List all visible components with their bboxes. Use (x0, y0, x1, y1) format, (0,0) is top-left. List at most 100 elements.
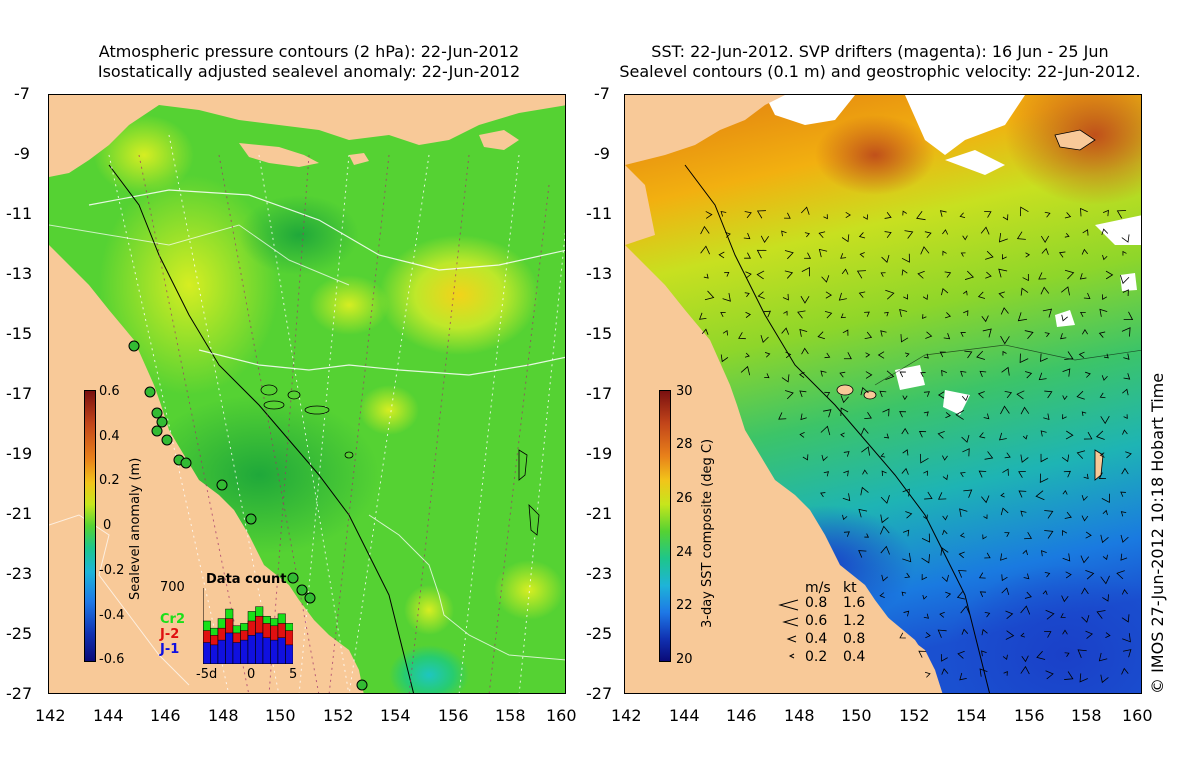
lon-tick: 146 (726, 706, 757, 725)
velocity-legend-kt: 0.4 (843, 649, 866, 665)
lat-tick: -9 (14, 144, 30, 163)
lat-tick: -13 (6, 264, 33, 283)
velocity-arrow (744, 352, 750, 358)
lon-tick: 142 (611, 706, 642, 725)
velocity-arrow (1099, 452, 1105, 458)
velocity-arrow (1095, 430, 1105, 440)
velocity-arrow (902, 552, 912, 563)
velocity-arrow (1045, 609, 1055, 620)
velocity-arrow (922, 314, 927, 319)
velocity-arrow (880, 452, 886, 458)
sealevel-anomaly-map-graphic (49, 95, 565, 693)
velocity-arrow (1024, 330, 1034, 339)
velocity-arrow (1076, 390, 1085, 400)
velocity-arrow (958, 551, 965, 559)
velocity-arrow (981, 315, 989, 323)
velocity-arrow (901, 467, 909, 475)
velocity-arrow (840, 313, 846, 319)
velocity-arrow (1003, 671, 1008, 676)
velocity-arrow (942, 455, 948, 461)
velocity-arrow (1044, 211, 1051, 218)
lon-tick: 154 (380, 706, 411, 725)
sst-tick: 30 (676, 384, 693, 399)
velocity-arrow (841, 234, 850, 243)
velocity-arrow (781, 230, 787, 237)
lon-tick: 158 (495, 706, 526, 725)
lon-tick: 142 (35, 706, 66, 725)
velocity-arrow (1121, 667, 1129, 675)
data-count-bar-j1 (203, 642, 211, 664)
velocity-arrow (1079, 673, 1088, 683)
velocity-arrow (885, 289, 895, 300)
velocity-arrow (1098, 472, 1107, 479)
velocity-arrow (982, 534, 987, 540)
velocity-arrow (940, 654, 948, 662)
velocity-arrow (1005, 630, 1015, 640)
velocity-arrow (921, 574, 928, 581)
velocity-arrow (843, 470, 849, 477)
velocity-arrow (700, 225, 710, 235)
velocity-arrow (903, 610, 910, 617)
velocity-arrow (842, 493, 851, 502)
velocity-arrow (705, 211, 713, 219)
velocity-arrow (865, 371, 873, 379)
velocity-legend-ms: 0.8 (805, 595, 828, 611)
velocity-arrow (1038, 272, 1047, 280)
velocity-arrow (1036, 650, 1046, 660)
sealevel-tick: 0.6 (99, 384, 120, 399)
velocity-arrow (925, 331, 933, 339)
velocity-arrow (1081, 411, 1087, 417)
velocity-arrow (1019, 353, 1029, 364)
velocity-arrow (1102, 209, 1109, 217)
velocity-arrow (1016, 231, 1026, 240)
velocity-arrow (1065, 571, 1072, 579)
velocity-arrow (1044, 390, 1053, 399)
data-count-bar-j1 (225, 632, 234, 664)
velocity-arrow (1000, 507, 1009, 516)
velocity-arrow (1042, 590, 1048, 595)
velocity-arrow (1020, 510, 1027, 517)
velocity-arrow (1081, 614, 1090, 623)
velocity-arrow (821, 454, 828, 462)
velocity-arrow (704, 290, 715, 301)
velocity-arrow (879, 592, 885, 598)
velocity-arrow (904, 352, 910, 358)
velocity-arrow (1099, 392, 1106, 399)
velocity-arrow (861, 427, 869, 435)
velocity-arrow (1004, 391, 1013, 399)
velocity-arrow (1020, 665, 1030, 675)
velocity-arrow (818, 248, 828, 258)
velocity-arrow (1085, 531, 1092, 539)
data-count-bar-j1 (247, 635, 256, 664)
velocity-arrow (860, 486, 869, 496)
velocity-arrow (781, 327, 790, 335)
velocity-arrow (960, 332, 966, 337)
data-count-bar-j1 (262, 637, 271, 664)
velocity-arrow (864, 311, 870, 317)
velocity-arrow (956, 591, 966, 600)
velocity-arrow (921, 554, 930, 564)
data-count-bar-j1 (255, 632, 264, 664)
data-count-bar-j1 (210, 644, 219, 664)
velocity-arrow (861, 446, 870, 456)
velocity-arrow (881, 254, 890, 263)
velocity-arrow (744, 211, 752, 219)
velocity-arrow (1021, 655, 1029, 663)
velocity-arrow (899, 371, 906, 378)
velocity-arrow (1064, 269, 1075, 280)
velocity-arrow (1065, 430, 1074, 440)
velocity-arrow (961, 434, 970, 443)
velocity-arrow (1099, 308, 1108, 317)
velocity-arrow (1001, 254, 1007, 260)
velocity-arrow (1103, 353, 1109, 359)
velocity-arrow (904, 230, 914, 239)
velocity-arrow (902, 210, 907, 216)
data-count-bar-j1 (285, 644, 293, 664)
velocity-arrow (884, 212, 892, 219)
velocity-arrow (1116, 570, 1125, 580)
velocity-arrow (1062, 629, 1068, 635)
velocity-arrow (942, 515, 948, 521)
data-count-series-cr2: Cr2 (160, 612, 185, 627)
velocity-arrow (840, 407, 849, 416)
velocity-arrow (1045, 670, 1054, 680)
